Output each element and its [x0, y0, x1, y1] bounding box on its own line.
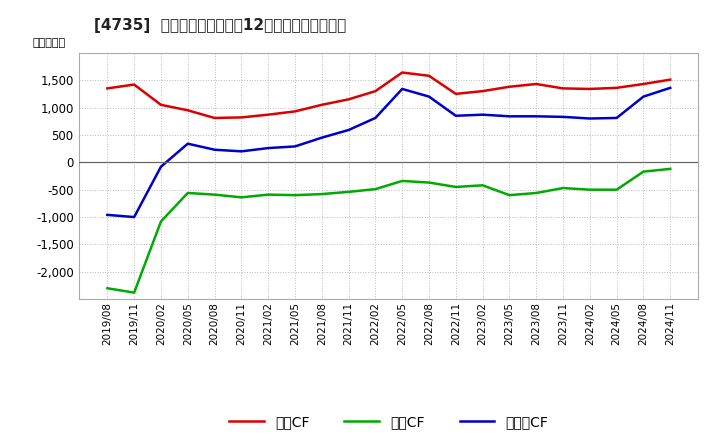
投資CF	[478, 183, 487, 188]
フリーCF	[478, 112, 487, 117]
Text: [4735]  キャッシュフローの12か月移動合計の推移: [4735] キャッシュフローの12か月移動合計の推移	[94, 18, 346, 33]
営業CF	[184, 108, 192, 113]
営業CF	[157, 102, 166, 107]
Line: 投資CF: 投資CF	[107, 169, 670, 293]
フリーCF	[210, 147, 219, 152]
投資CF	[425, 180, 433, 185]
営業CF	[532, 81, 541, 87]
投資CF	[103, 286, 112, 291]
投資CF	[291, 193, 300, 198]
フリーCF	[666, 85, 675, 91]
投資CF	[612, 187, 621, 192]
営業CF	[639, 81, 648, 87]
営業CF	[103, 86, 112, 91]
フリーCF	[451, 113, 460, 118]
フリーCF	[318, 135, 326, 140]
Line: フリーCF: フリーCF	[107, 88, 670, 217]
フリーCF	[371, 115, 379, 121]
投資CF	[184, 191, 192, 196]
フリーCF	[237, 149, 246, 154]
営業CF	[371, 88, 379, 94]
フリーCF	[398, 86, 407, 92]
営業CF	[237, 115, 246, 120]
フリーCF	[130, 214, 138, 220]
Legend: 営業CF, 投資CF, フリーCF: 営業CF, 投資CF, フリーCF	[224, 410, 554, 435]
営業CF	[585, 86, 594, 92]
フリーCF	[639, 94, 648, 99]
営業CF	[210, 115, 219, 121]
投資CF	[130, 290, 138, 295]
投資CF	[505, 193, 514, 198]
投資CF	[666, 166, 675, 172]
Line: 営業CF: 営業CF	[107, 73, 670, 118]
営業CF	[425, 73, 433, 78]
営業CF	[318, 102, 326, 107]
フリーCF	[612, 115, 621, 121]
フリーCF	[505, 114, 514, 119]
営業CF	[559, 86, 567, 91]
フリーCF	[157, 164, 166, 169]
営業CF	[478, 88, 487, 94]
投資CF	[585, 187, 594, 192]
営業CF	[505, 84, 514, 89]
Text: （百万円）: （百万円）	[33, 38, 66, 48]
投資CF	[451, 184, 460, 190]
投資CF	[532, 191, 541, 196]
投資CF	[157, 219, 166, 224]
フリーCF	[532, 114, 541, 119]
営業CF	[612, 85, 621, 91]
営業CF	[666, 77, 675, 82]
投資CF	[398, 178, 407, 183]
フリーCF	[559, 114, 567, 120]
フリーCF	[585, 116, 594, 121]
フリーCF	[425, 94, 433, 99]
フリーCF	[291, 144, 300, 149]
投資CF	[237, 195, 246, 200]
投資CF	[639, 169, 648, 174]
営業CF	[130, 82, 138, 87]
営業CF	[398, 70, 407, 75]
フリーCF	[103, 212, 112, 217]
フリーCF	[264, 146, 272, 151]
投資CF	[559, 185, 567, 191]
営業CF	[291, 109, 300, 114]
フリーCF	[184, 141, 192, 147]
フリーCF	[344, 127, 353, 132]
投資CF	[264, 192, 272, 197]
営業CF	[451, 91, 460, 96]
投資CF	[371, 187, 379, 192]
投資CF	[318, 191, 326, 197]
営業CF	[344, 97, 353, 102]
投資CF	[344, 189, 353, 194]
営業CF	[264, 112, 272, 117]
投資CF	[210, 192, 219, 197]
